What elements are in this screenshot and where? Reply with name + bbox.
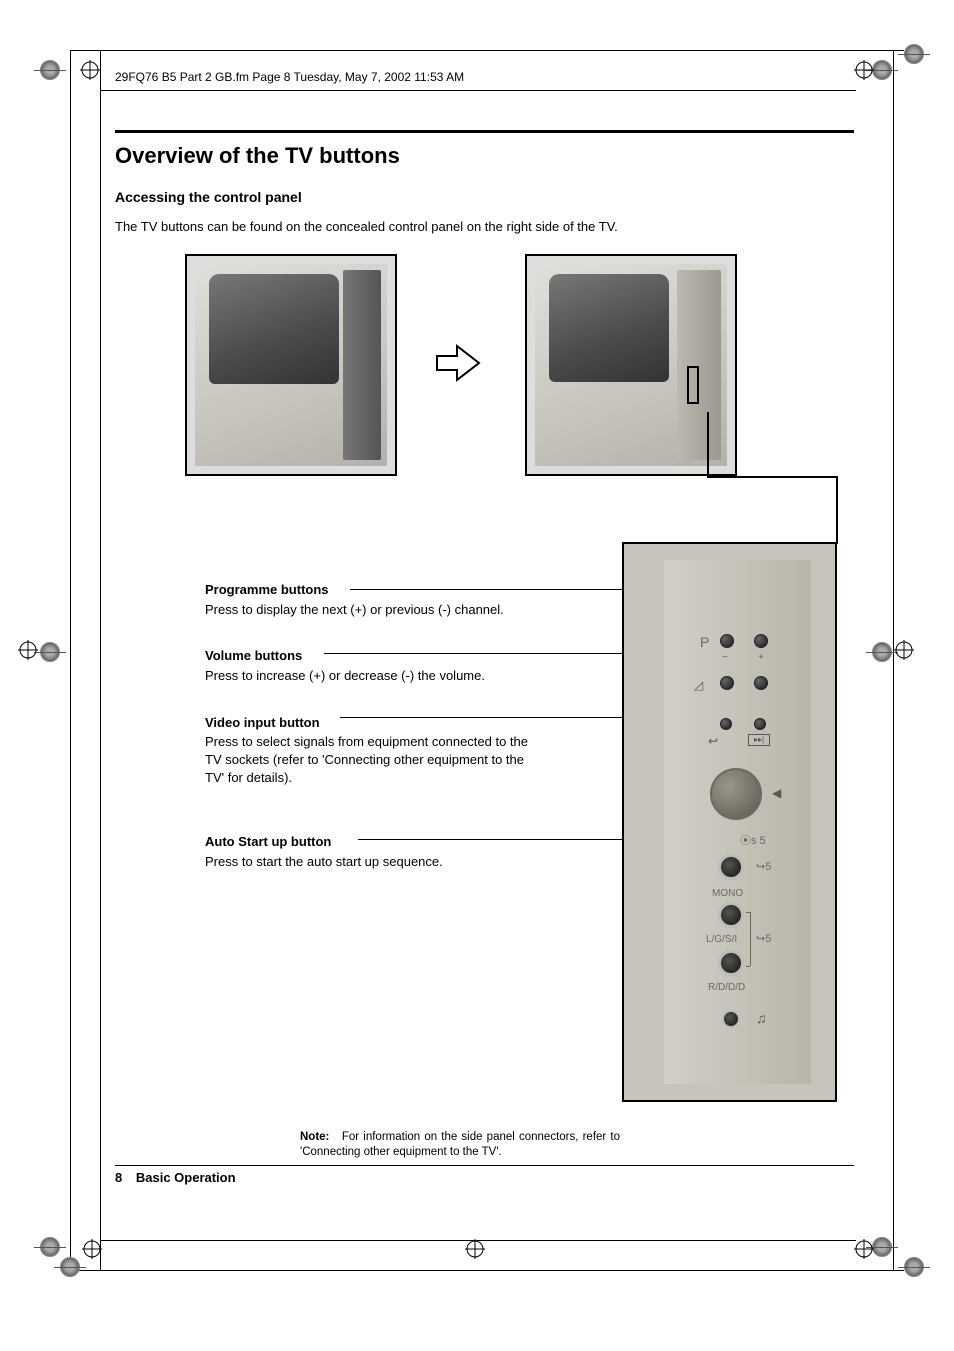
tv-images-row: [115, 254, 854, 514]
desc-text: Press to select signals from equipment c…: [205, 733, 545, 786]
tv-image-left: [185, 254, 397, 476]
crosshair-icon: [82, 1239, 102, 1259]
leader-line: [324, 653, 662, 654]
programme-plus-button[interactable]: [754, 634, 768, 648]
video-input-button[interactable]: [720, 718, 732, 730]
arrow-right-icon: [435, 344, 481, 387]
desc-text: Press to display the next (+) or previou…: [205, 601, 545, 619]
desc-title: Video input button: [205, 715, 320, 730]
note-label: Note:: [300, 1131, 329, 1143]
crosshair-icon: [465, 1239, 485, 1259]
forward-icon: ▸▸|: [748, 734, 770, 746]
file-tag: 29FQ76 B5 Part 2 GB.fm Page 8 Tuesday, M…: [115, 70, 464, 84]
crosshair-icon: [854, 60, 874, 80]
button-descriptions: Programme buttons Press to display the n…: [205, 580, 545, 898]
footer-rule: [115, 1165, 854, 1166]
label-lg: L/G/S/I: [706, 934, 737, 945]
registration-mark-icon: [38, 640, 62, 664]
page-footer: 8 Basic Operation: [115, 1165, 854, 1185]
heading-rule: [115, 130, 854, 133]
label-plus: +: [758, 652, 764, 663]
desc-programme: Programme buttons Press to display the n…: [205, 580, 545, 618]
label-svideo: ⦿s 5: [740, 832, 766, 848]
registration-mark-icon: [38, 58, 62, 82]
programme-minus-button[interactable]: [720, 634, 734, 648]
desc-title: Auto Start up button: [205, 834, 331, 849]
volume-icon: ◿: [694, 678, 703, 692]
volume-plus-button[interactable]: [754, 676, 768, 690]
panel-inner: P − + ◿ ↩ ▸▸| ◀ ⦿s 5 ↪5 MONO L/G/S/I: [664, 560, 811, 1084]
crosshair-icon: [80, 60, 100, 80]
label-rd: R/D/D/D: [708, 982, 745, 993]
crosshair-icon: [854, 1239, 874, 1259]
panel-highlight-icon: [687, 366, 699, 404]
tv-image-right: [525, 254, 737, 476]
headphone-jack[interactable]: [722, 1010, 740, 1028]
label-mono: MONO: [712, 888, 743, 899]
input-icon: ↩: [708, 734, 718, 748]
label-minus: −: [722, 652, 728, 663]
page-root: 29FQ76 B5 Part 2 GB.fm Page 8 Tuesday, M…: [0, 0, 954, 1351]
callout-line: [707, 412, 709, 476]
crop-line: [70, 50, 71, 1271]
desc-video: Video input button Press to select signa…: [205, 713, 545, 786]
bracket-line: [746, 912, 750, 913]
registration-mark-icon: [870, 640, 894, 664]
crop-line: [100, 90, 856, 91]
label-programme-icon: P: [700, 634, 709, 650]
audio-left-jack[interactable]: [718, 902, 744, 928]
intro-text: The TV buttons can be found on the conce…: [115, 219, 854, 234]
note-block: Note: For information on the side panel …: [300, 1130, 620, 1160]
headphone-icon: ♫: [756, 1010, 767, 1026]
label-av5a: ↪5: [756, 860, 771, 873]
av5-video-jack[interactable]: [718, 854, 744, 880]
crop-line: [100, 50, 101, 1271]
desc-text: Press to increase (+) or decrease (-) th…: [205, 667, 545, 685]
callout-line: [836, 476, 838, 544]
left-arrow-icon: ◀: [772, 786, 781, 800]
volume-minus-button[interactable]: [720, 676, 734, 690]
desc-title: Programme buttons: [205, 582, 329, 597]
leader-line: [358, 839, 662, 840]
note-text: For information on the side panel connec…: [300, 1131, 620, 1158]
footer-text: 8 Basic Operation: [115, 1170, 854, 1185]
crop-line: [70, 1270, 904, 1271]
leader-line: [340, 717, 662, 718]
page-number: 8: [115, 1170, 122, 1185]
bracket-line: [746, 966, 750, 967]
crosshair-icon: [894, 640, 914, 660]
leader-line: [350, 589, 662, 590]
page-heading: Overview of the TV buttons: [115, 143, 854, 169]
content-area: Overview of the TV buttons Accessing the…: [115, 130, 854, 514]
side-panel-closeup: P − + ◿ ↩ ▸▸| ◀ ⦿s 5 ↪5 MONO L/G/S/I: [622, 542, 837, 1102]
desc-title: Volume buttons: [205, 648, 302, 663]
page-subheading: Accessing the control panel: [115, 189, 854, 205]
callout-line: [707, 476, 838, 478]
tuning-dial[interactable]: [710, 768, 762, 820]
registration-mark-icon: [902, 1255, 926, 1279]
bracket-line: [750, 912, 751, 966]
desc-autostart: Auto Start up button Press to start the …: [205, 832, 545, 870]
section-name: Basic Operation: [136, 1170, 236, 1185]
label-av5b: ↪5: [756, 932, 771, 945]
registration-mark-icon: [902, 42, 926, 66]
desc-text: Press to start the auto start up sequenc…: [205, 853, 545, 871]
audio-right-jack[interactable]: [718, 950, 744, 976]
registration-mark-icon: [58, 1255, 82, 1279]
crosshair-icon: [18, 640, 38, 660]
crop-line: [70, 50, 904, 51]
autostart-button[interactable]: [754, 718, 766, 730]
